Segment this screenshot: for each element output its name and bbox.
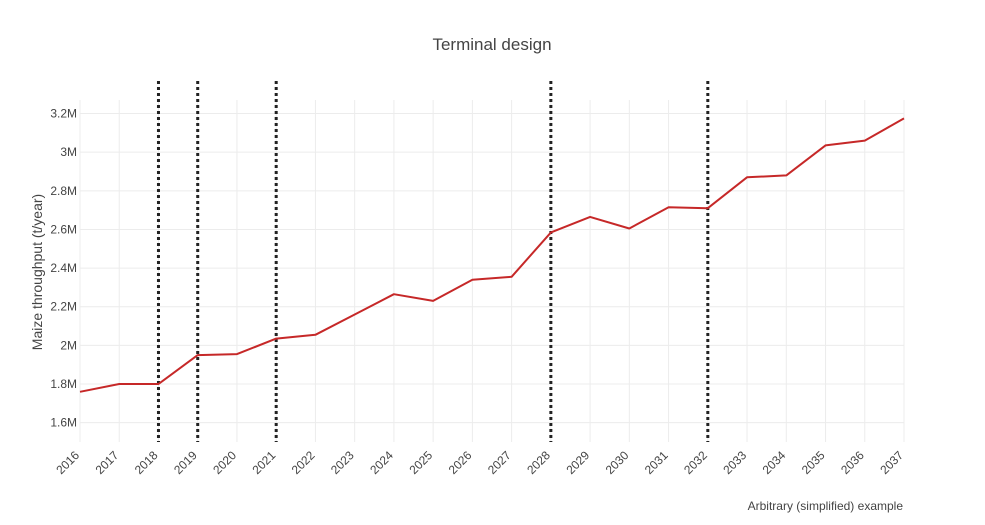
x-tick-label: 2031	[642, 448, 671, 477]
x-tick-label: 2017	[93, 448, 122, 477]
y-tick-label: 1.8M	[50, 377, 77, 391]
y-tick-label: 2.6M	[50, 222, 77, 236]
x-tick-label: 2021	[250, 448, 279, 477]
x-tick-label: 2034	[760, 448, 789, 477]
x-tick-label: 2036	[838, 448, 867, 477]
series-line	[79, 117, 905, 393]
y-tick-label: 2M	[60, 338, 77, 352]
x-tick-label: 2025	[406, 448, 435, 477]
y-tick-label: 3.2M	[50, 107, 77, 121]
x-tick-label: 2029	[563, 448, 592, 477]
x-tick-label: 2022	[289, 448, 318, 477]
x-tick-label: 2024	[367, 448, 396, 477]
series-layer	[79, 117, 905, 393]
x-axis-ticks: 2016 2017 2018 2019 2020 2021 2022 2023 2024 2025…	[53, 448, 906, 477]
y-tick-label: 2.4M	[50, 261, 77, 275]
vertical-markers	[156, 81, 710, 442]
x-tick-label: 2016	[53, 448, 82, 477]
grid	[79, 100, 905, 442]
x-tick-label: 2019	[171, 448, 200, 477]
y-axis-title: Maize throughput (t/year)	[29, 194, 45, 350]
x-tick-label: 2037	[877, 448, 906, 477]
x-tick-label: 2023	[328, 448, 357, 477]
x-tick-label: 2027	[485, 448, 514, 477]
x-tick-label: 2018	[132, 448, 161, 477]
y-tick-label: 3M	[60, 145, 77, 159]
chart-annotation: Arbitrary (simplified) example	[748, 499, 904, 513]
x-tick-label: 2020	[210, 448, 239, 477]
x-tick-label: 2028	[524, 448, 553, 477]
y-axis-ticks: 1.6M 1.8M 2M 2.2M 2.4M 2.6M 2.8M 3M 3.2M	[50, 107, 77, 430]
x-tick-label: 2032	[681, 448, 710, 477]
x-tick-label: 2033	[720, 448, 749, 477]
x-tick-label: 2030	[603, 448, 632, 477]
x-tick-label: 2035	[799, 448, 828, 477]
chart-title: Terminal design	[432, 35, 551, 54]
x-tick-label: 2026	[446, 448, 475, 477]
y-tick-label: 2.8M	[50, 184, 77, 198]
y-tick-label: 1.6M	[50, 416, 77, 430]
y-tick-label: 2.2M	[50, 300, 77, 314]
